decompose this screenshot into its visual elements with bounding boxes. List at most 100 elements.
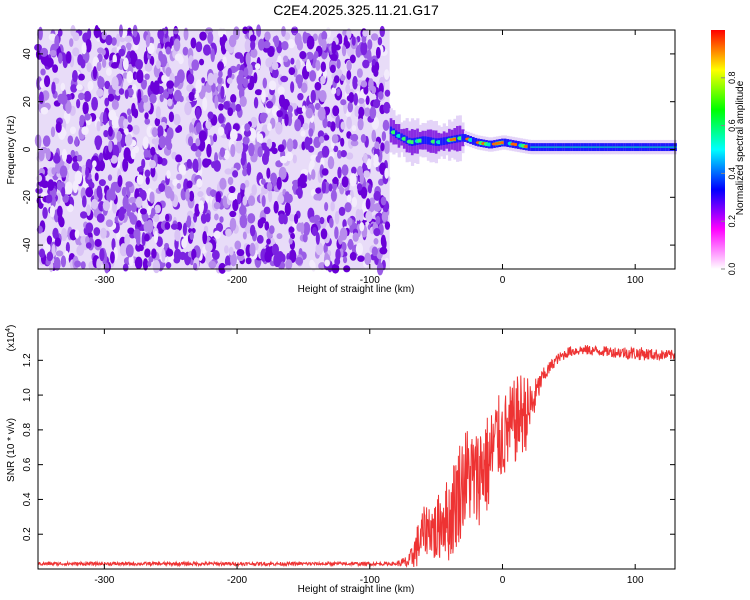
noise-speck: [166, 141, 173, 151]
noise-speck: [299, 51, 307, 60]
noise-speck: [97, 76, 105, 89]
noise-speck: [383, 101, 391, 114]
noise-speck: [218, 113, 225, 124]
x-tick-label: -300: [94, 275, 114, 286]
noise-speck: [176, 221, 183, 231]
noise-speck: [101, 58, 107, 68]
noise-speck: [74, 229, 80, 239]
noise-speck: [110, 155, 118, 164]
noise-speck: [266, 167, 271, 179]
noise-speck: [244, 123, 251, 132]
noise-speck: [81, 42, 87, 55]
noise-speck: [366, 158, 372, 170]
noise-speck: [366, 49, 372, 62]
noise-speck: [110, 61, 119, 69]
noise-speck: [278, 213, 285, 225]
signal-core: [440, 137, 444, 146]
noise-speck: [40, 47, 49, 57]
noise-speck: [108, 126, 113, 137]
noise-speck: [324, 259, 330, 267]
x-tick-label: 100: [627, 275, 644, 286]
noise-speck: [295, 257, 304, 265]
noise-speck: [360, 186, 368, 199]
noise-speck: [51, 167, 57, 175]
noise-speck: [111, 99, 119, 110]
noise-speck: [332, 105, 340, 117]
noise-speck: [371, 129, 377, 143]
noise-speck: [37, 26, 43, 41]
noise-speck: [176, 125, 183, 133]
noise-speck: [301, 105, 306, 113]
noise-speck: [207, 72, 215, 86]
noise-speck: [247, 195, 256, 207]
noise-speck: [178, 163, 186, 175]
noise-speck: [379, 246, 388, 255]
noise-speck: [297, 76, 303, 89]
noise-speck: [285, 151, 294, 162]
noise-speck: [358, 106, 365, 118]
noise-speck: [260, 112, 268, 120]
noise-speck: [228, 246, 234, 256]
noise-speck: [107, 93, 115, 102]
noise-speck: [197, 190, 204, 198]
noise-speck: [323, 134, 330, 141]
noise-speck: [83, 90, 92, 102]
signal-core: [461, 133, 465, 142]
noise-speck: [189, 121, 195, 136]
noise-speck: [281, 25, 286, 37]
noise-speck: [36, 174, 43, 182]
noise-speck: [305, 51, 314, 61]
noise-speck: [144, 63, 153, 72]
noise-speck: [246, 162, 252, 176]
noise-speck: [54, 237, 62, 247]
noise-speck: [371, 86, 377, 94]
noise-speck: [127, 114, 132, 123]
noise-speck: [151, 138, 157, 145]
noise-speck: [228, 34, 237, 48]
noise-speck: [186, 215, 192, 228]
noise-speck: [313, 50, 319, 59]
noise-speck: [309, 70, 317, 82]
noise-speck: [303, 222, 311, 236]
noise-speck: [348, 92, 355, 104]
noise-speck: [245, 257, 252, 265]
noise-speck: [229, 129, 238, 142]
signal-core: [389, 126, 393, 135]
noise-speck: [242, 168, 248, 177]
noise-speck: [106, 189, 112, 203]
noise-speck: [60, 93, 68, 106]
noise-speck: [86, 62, 92, 73]
noise-speck: [250, 40, 256, 51]
noise-speck: [173, 113, 181, 126]
noise-speck: [60, 228, 68, 242]
noise-speck: [133, 108, 139, 119]
noise-speck: [245, 52, 251, 66]
noise-speck: [99, 159, 105, 172]
spectrogram-x-axis: -300 -200 -100 0 100: [94, 30, 644, 286]
noise-speck: [294, 213, 299, 224]
noise-speck: [51, 81, 56, 95]
noise-speck: [202, 97, 208, 112]
noise-speck: [188, 91, 195, 102]
noise-speck: [96, 88, 104, 97]
noise-speck: [284, 202, 291, 217]
noise-speck: [321, 168, 329, 176]
noise-speck: [144, 73, 150, 80]
noise-speck: [201, 77, 206, 84]
noise-speck: [130, 148, 136, 160]
noise-speck: [346, 60, 352, 72]
noise-speck: [273, 253, 282, 268]
noise-speck: [153, 213, 160, 223]
noise-speck: [215, 222, 224, 233]
noise-speck: [239, 214, 248, 229]
noise-speck: [280, 75, 289, 83]
noise-speck: [249, 224, 256, 237]
noise-speck: [124, 35, 133, 43]
noise-speck: [147, 206, 152, 216]
noise-speck: [300, 130, 306, 137]
noise-speck: [365, 198, 371, 210]
noise-speck: [195, 106, 201, 120]
noise-speck: [382, 119, 390, 132]
noise-speck: [149, 93, 157, 104]
noise-speck: [40, 68, 46, 76]
